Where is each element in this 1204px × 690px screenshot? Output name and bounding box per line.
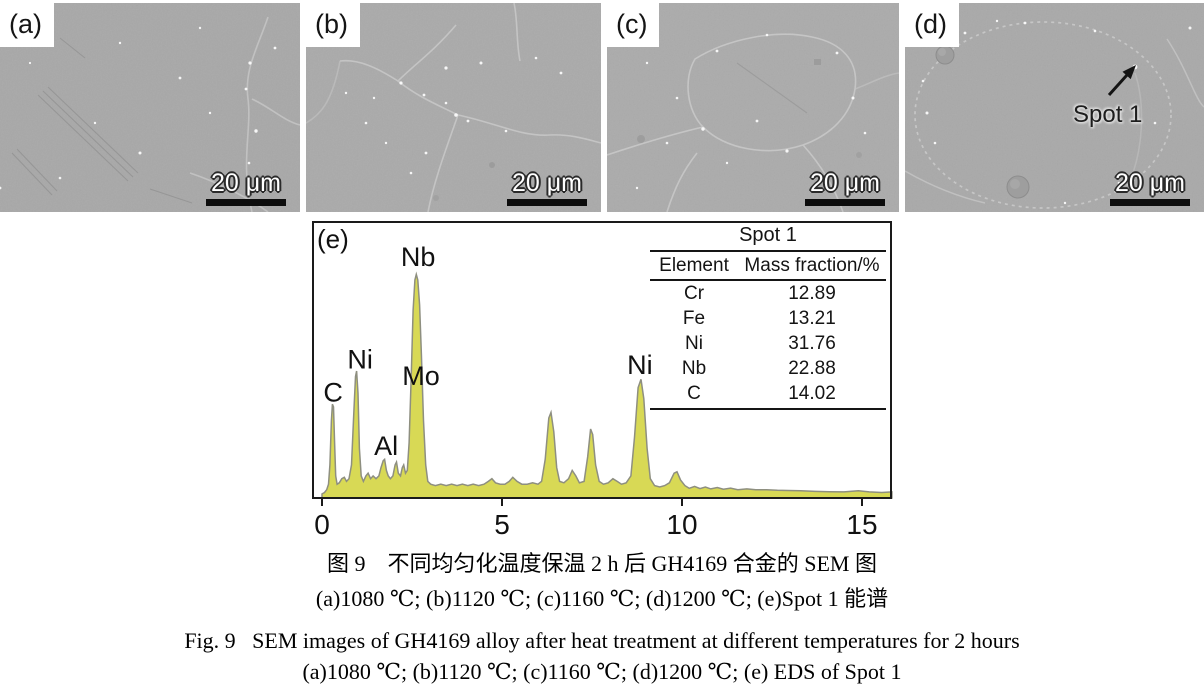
eds-col-element: Element (659, 254, 729, 276)
scale-bar-c: 20 μm (805, 171, 885, 206)
panel-label-c: (c) (607, 3, 660, 47)
spot-1-annotation: Spot 1 (1073, 61, 1183, 129)
panel-label-a: (a) (0, 3, 54, 47)
spot-arrow-icon (1107, 65, 1136, 97)
eds-table-header: Element Mass fraction/% (650, 252, 886, 281)
sem-micrograph-b (306, 3, 601, 212)
caption-en-subtitle: (a)1080 ℃; (b)1120 ℃; (c)1160 ℃; (d)1200… (302, 659, 902, 684)
spectrum-area (321, 271, 893, 499)
x-axis-ticks: 0 5 10 15 (314, 498, 878, 540)
scale-bar-a: 20 μm (206, 171, 286, 206)
eds-table-row: Nb 22.88 (681, 357, 836, 379)
eds-table-row: Fe 13.21 (682, 307, 836, 329)
peak-label-c: C (323, 377, 343, 407)
caption-en-title: Fig. 9 SEM images of GH4169 alloy after … (184, 628, 1020, 653)
caption-zh-subtitle: (a)1080 ℃; (b)1120 ℃; (c)1160 ℃; (d)1200… (315, 586, 889, 611)
peak-label-al: Al (374, 431, 398, 461)
svg-text:0: 0 (314, 509, 330, 540)
scale-bar-line-a (206, 199, 286, 206)
scale-bar-line-c (805, 199, 885, 206)
sem-panel-a: (a) 20 μm (0, 3, 300, 212)
scale-bar-b: 20 μm (507, 171, 587, 206)
eds-table-rows: Cr 12.89 Fe 13.21 Ni 31.76 Nb 22.88 C 14.02 (650, 281, 886, 410)
eds-table-row: Cr 12.89 (683, 282, 836, 304)
eds-table: Spot 1 Element Mass fraction/% Cr 12.89 Fe… (650, 224, 886, 410)
panel-label-b: (b) (306, 3, 360, 47)
scale-bar-text-d: 20 μm (1115, 169, 1185, 197)
scale-bar-line-b (507, 199, 587, 206)
sem-panel-d: (d) Spot 1 20 μm (905, 3, 1204, 212)
eds-col-massfraction: Mass fraction/% (744, 254, 880, 276)
panel-label-d: (d) (905, 3, 959, 47)
spot-1-label: Spot 1 (1073, 101, 1143, 128)
scale-bar-line-d (1110, 199, 1190, 206)
peak-label-mo: Mo (402, 361, 440, 391)
svg-text:10: 10 (666, 509, 697, 540)
scale-bar-d: 20 μm (1110, 171, 1190, 206)
peak-label-nb: Nb (401, 242, 436, 272)
eds-spectrum-panel: 0 5 10 15 C Ni Al Nb Mo Ni (e) Spot 1 Element Ma… (300, 215, 900, 545)
eds-table-row: Ni 31.76 (685, 332, 836, 354)
peak-label-ni: Ni (347, 344, 373, 374)
scale-bar-text-b: 20 μm (512, 169, 582, 197)
peak-label-ni: Ni (627, 350, 653, 380)
sem-panel-c: (c) 20 μm (607, 3, 899, 212)
svg-text:15: 15 (846, 509, 877, 540)
svg-text:5: 5 (494, 509, 510, 540)
caption-zh-title: 图 9 不同均匀化温度保温 2 h 后 GH4169 合金的 SEM 图 (326, 551, 877, 576)
plot-border (312, 221, 892, 499)
eds-table-row: C 14.02 (687, 382, 836, 404)
scale-bar-text-a: 20 μm (211, 169, 281, 197)
panel-label-e: (e) (317, 224, 349, 254)
scale-bar-text-c: 20 μm (810, 169, 880, 197)
sem-panel-b: (b) 20 μm (306, 3, 601, 212)
eds-table-title: Spot 1 (650, 224, 886, 252)
